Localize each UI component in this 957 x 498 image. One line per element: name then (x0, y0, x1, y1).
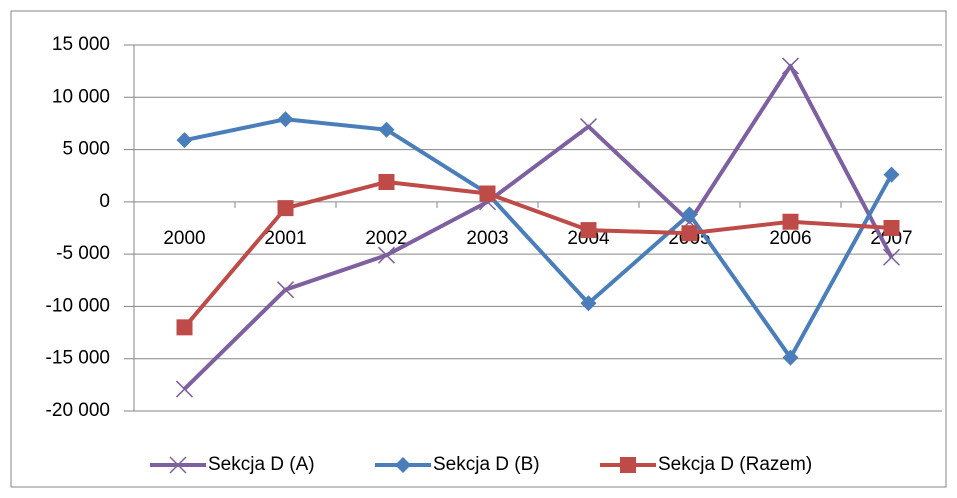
x-tick-label: 2002 (365, 228, 407, 249)
marker (176, 319, 193, 336)
marker (782, 349, 799, 366)
marker (781, 57, 800, 75)
x-tick-label: 2000 (163, 228, 205, 249)
y-tick-label: 5 000 (62, 139, 110, 160)
y-tick-label: 0 (99, 191, 110, 212)
x-tick-label: 2006 (769, 228, 811, 249)
x-tick-label: 2003 (466, 228, 508, 249)
legend-label: Sekcja D (Razem) (658, 454, 812, 475)
marker (377, 246, 396, 264)
marker (782, 213, 799, 230)
x-tick-label: 2004 (567, 228, 610, 249)
y-tick-label: -5 000 (56, 243, 110, 264)
y-tick-label: -20 000 (46, 400, 110, 421)
y-tick-label: -10 000 (46, 295, 110, 316)
series-line (184, 117, 894, 360)
marker (883, 166, 900, 183)
marker (883, 220, 900, 236)
marker (277, 200, 294, 217)
marker (395, 457, 411, 473)
marker (169, 456, 187, 474)
marker (176, 132, 193, 149)
x-tick-label: 2001 (264, 228, 306, 249)
chart-border (10, 10, 947, 488)
marker (276, 281, 295, 299)
marker (175, 380, 194, 398)
marker (579, 118, 598, 136)
y-tick-label: -15 000 (46, 348, 110, 369)
series-line (183, 63, 894, 391)
legend-label: Sekcja D (A) (208, 454, 315, 475)
marker (277, 111, 294, 128)
marker (620, 457, 636, 473)
marker (580, 222, 597, 239)
y-tick-label: 15 000 (52, 34, 110, 55)
marker (378, 121, 395, 138)
marker (479, 185, 496, 202)
legend-label: Sekcja D (B) (433, 454, 540, 475)
marker (882, 248, 901, 266)
series-line (182, 179, 892, 329)
marker (378, 173, 395, 190)
marker (681, 206, 698, 223)
y-tick-label: 10 000 (52, 86, 110, 107)
marker (580, 295, 597, 312)
marker (681, 225, 698, 242)
